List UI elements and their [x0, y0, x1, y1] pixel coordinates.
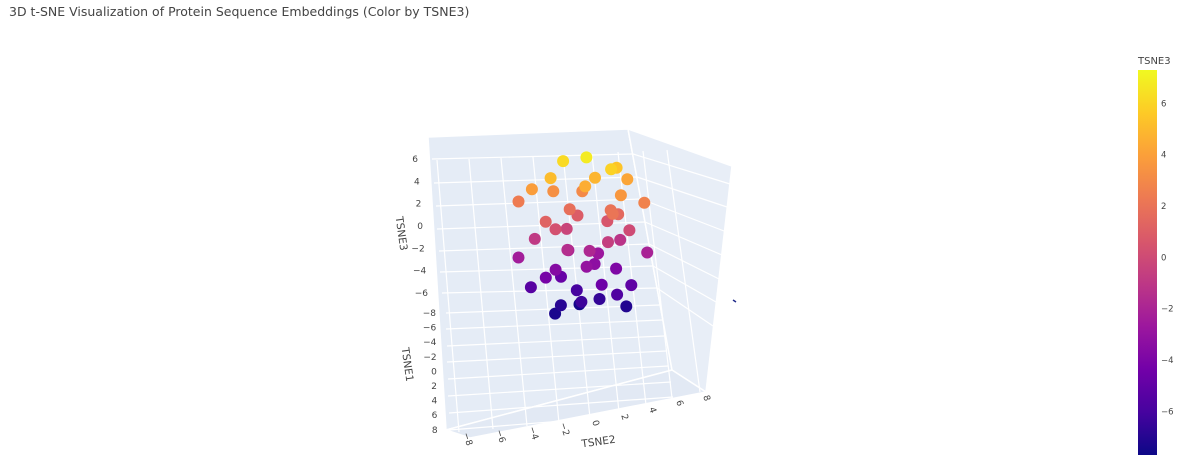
data-point[interactable]	[547, 185, 560, 198]
colorbar-tick-label: 6	[1161, 99, 1166, 109]
x-tick-label: 4	[646, 406, 657, 415]
data-point[interactable]	[561, 243, 574, 256]
data-point[interactable]	[524, 281, 537, 294]
chart-title: 3D t-SNE Visualization of Protein Sequen…	[9, 4, 470, 19]
data-point[interactable]	[512, 251, 525, 264]
y-tick-label: −8	[423, 309, 437, 319]
data-point[interactable]	[620, 300, 633, 313]
data-point[interactable]	[595, 278, 608, 291]
data-point[interactable]	[625, 279, 638, 292]
z-tick-label: 2	[416, 200, 422, 210]
x-tick-label: 2	[618, 413, 629, 422]
data-point[interactable]	[614, 233, 627, 246]
colorbar-tick-label: −4	[1161, 356, 1174, 366]
z-axis-ticks: −6 −4 −2 0 2 4 6	[411, 155, 428, 299]
colorbar-ticks: 6 4 2 0 −2 −4 −6	[1161, 99, 1174, 417]
data-point[interactable]	[580, 260, 593, 273]
y-tick-label: 4	[431, 397, 437, 407]
y-axis-ticks: −8 −6 −4 −2 0 2 4 6 8	[423, 309, 438, 436]
z-axis-title: TSNE3	[393, 215, 410, 252]
data-points[interactable]	[512, 151, 654, 320]
data-point[interactable]	[589, 171, 601, 184]
z-tick-label: −2	[411, 244, 424, 254]
colorbar-tick-label: 0	[1161, 253, 1166, 263]
colorbar[interactable]: TSNE3 6 4 2 0 −2 −4 −6	[1137, 56, 1174, 455]
colorbar-title: TSNE3	[1137, 56, 1171, 67]
stray-mark	[732, 299, 737, 303]
data-point[interactable]	[539, 271, 552, 284]
data-point[interactable]	[623, 224, 636, 237]
x-tick-label: −8	[460, 432, 474, 448]
data-point[interactable]	[614, 189, 627, 202]
y-tick-label: 8	[432, 426, 438, 436]
colorbar-tick-label: −2	[1161, 305, 1174, 315]
data-point[interactable]	[638, 196, 651, 209]
data-point[interactable]	[554, 299, 567, 312]
colorbar-tick-label: −6	[1161, 407, 1174, 417]
data-point[interactable]	[610, 262, 623, 275]
y-axis-title: TSNE1	[399, 346, 416, 383]
data-point[interactable]	[512, 195, 525, 208]
z-tick-label: −6	[415, 289, 429, 299]
data-point[interactable]	[602, 236, 614, 249]
data-point[interactable]	[570, 284, 583, 297]
y-tick-label: −2	[423, 353, 436, 363]
z-tick-label: 0	[417, 222, 423, 232]
y-tick-label: −6	[423, 324, 437, 334]
y-tick-label: −4	[423, 338, 437, 348]
data-point[interactable]	[563, 203, 576, 216]
x-axis-title: TSNE2	[580, 434, 617, 451]
data-point[interactable]	[611, 288, 624, 301]
x-tick-label: −2	[557, 422, 571, 438]
y-tick-label: 0	[431, 367, 437, 377]
x-tick-label: −6	[493, 429, 507, 445]
y-tick-label: 6	[432, 411, 438, 421]
data-point[interactable]	[641, 246, 654, 259]
data-point[interactable]	[544, 172, 557, 185]
data-point[interactable]	[557, 155, 570, 168]
data-point[interactable]	[593, 293, 606, 305]
data-point[interactable]	[549, 307, 562, 320]
data-point[interactable]	[605, 163, 618, 176]
data-point[interactable]	[539, 215, 552, 228]
data-point[interactable]	[580, 151, 593, 164]
data-point[interactable]	[560, 222, 573, 235]
data-point[interactable]	[575, 295, 588, 308]
colorbar-gradient	[1138, 70, 1157, 455]
data-point[interactable]	[606, 207, 619, 220]
data-point[interactable]	[579, 180, 592, 193]
scene-walls	[427, 127, 733, 439]
data-point[interactable]	[621, 173, 634, 186]
y-tick-label: 2	[431, 382, 437, 392]
x-tick-label: 8	[700, 394, 711, 403]
data-point[interactable]	[583, 244, 596, 257]
z-tick-label: 6	[412, 155, 418, 165]
data-point[interactable]	[525, 183, 538, 196]
data-point[interactable]	[549, 263, 562, 276]
data-point[interactable]	[528, 232, 541, 245]
data-point[interactable]	[549, 223, 562, 236]
x-axis-ticks: −8 −6 −4 −2 0 2 4 6 8	[460, 394, 712, 447]
z-tick-label: 4	[414, 177, 420, 187]
colorbar-tick-label: 2	[1161, 202, 1166, 212]
x-tick-label: 0	[589, 419, 600, 428]
x-tick-label: −4	[526, 426, 540, 442]
x-tick-label: 6	[673, 399, 684, 408]
z-tick-label: −4	[413, 267, 427, 277]
colorbar-tick-label: 4	[1161, 151, 1166, 161]
